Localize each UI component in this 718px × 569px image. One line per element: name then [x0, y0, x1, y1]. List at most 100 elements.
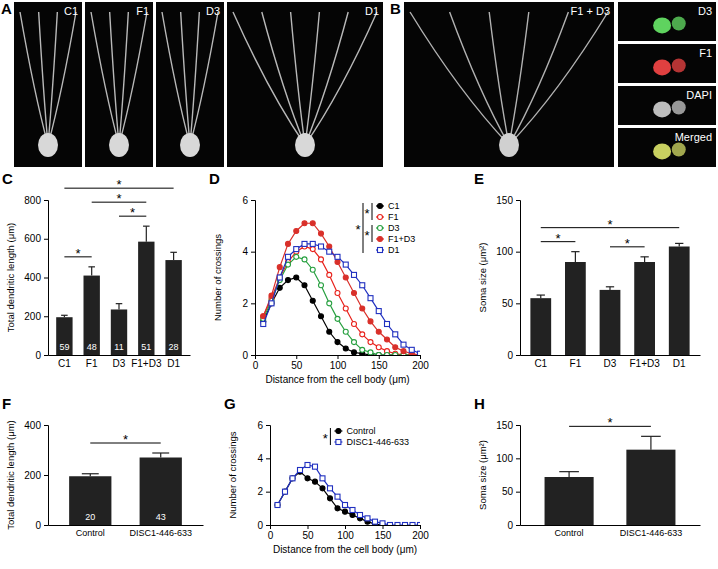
marker — [335, 494, 340, 499]
tick-label: F1+D3 — [131, 358, 162, 369]
significance-label: * — [116, 191, 121, 206]
legend-marker — [378, 226, 383, 231]
line — [263, 278, 420, 356]
tick-mark — [338, 355, 339, 359]
marker — [319, 231, 324, 236]
chart: 050100150C1F1D3F1+D3D1***ESoma size (μm²… — [474, 170, 701, 369]
decoration — [653, 101, 671, 117]
marker — [343, 509, 348, 514]
marker — [327, 244, 332, 249]
marker — [335, 340, 340, 345]
error-bar-stem — [160, 453, 161, 458]
marker — [269, 301, 274, 306]
tick-label: 0 — [253, 360, 259, 371]
decoration — [653, 17, 671, 33]
significance-bracket — [363, 203, 364, 253]
tick-mark — [266, 458, 270, 459]
plot-area — [545, 436, 676, 525]
significance-bracket — [330, 428, 331, 445]
marker — [319, 244, 324, 249]
marker — [327, 249, 332, 254]
panel-letter: A — [1, 0, 12, 17]
decoration — [91, 12, 119, 145]
panel-letter: H — [474, 395, 485, 412]
tick-label: 200 — [412, 360, 429, 371]
tick: 6 — [257, 420, 270, 431]
marker — [294, 229, 299, 234]
tick-label: 6 — [257, 420, 263, 431]
tick-mark — [516, 200, 520, 201]
tick-mark — [251, 252, 255, 253]
bar — [669, 247, 690, 356]
significance-bracket — [372, 203, 373, 220]
tick-label: 100 — [496, 246, 513, 257]
marker — [294, 254, 299, 259]
axis: ControlDISC1-446-633 — [49, 525, 204, 538]
decoration — [672, 142, 686, 156]
tick: 0 — [257, 520, 270, 531]
error-bar-cap — [641, 436, 661, 437]
tick-mark — [270, 525, 271, 529]
tick-label: 0 — [242, 350, 248, 361]
axis-line — [49, 355, 191, 356]
marker — [310, 221, 315, 226]
bar — [545, 477, 594, 525]
marker — [343, 262, 348, 267]
image-panel: C1 — [14, 2, 82, 167]
image-panel: DAPI — [618, 86, 716, 125]
marker — [327, 329, 332, 334]
error-bar — [88, 267, 95, 276]
marker — [283, 489, 288, 494]
tick: 400 — [24, 420, 48, 431]
marker — [320, 476, 325, 481]
image-label: F1 — [699, 47, 712, 59]
tick: 0 — [35, 520, 48, 531]
error-bar-cap — [170, 252, 177, 253]
decoration — [509, 12, 608, 145]
tick-mark — [379, 355, 380, 359]
marker — [290, 476, 295, 481]
decoration — [181, 12, 190, 145]
marker — [298, 468, 303, 473]
marker — [313, 479, 318, 484]
marker — [418, 351, 421, 355]
tick: 600 — [24, 233, 48, 244]
panel-letter: C — [2, 170, 13, 187]
marker — [352, 322, 357, 327]
marker — [350, 508, 355, 513]
axis: C1F1D3F1+D3D1 — [521, 355, 701, 369]
axis: 050100150 — [496, 420, 520, 531]
significance-label: * — [355, 222, 360, 237]
decoration — [672, 100, 686, 114]
marker — [385, 353, 390, 356]
marker — [395, 523, 400, 526]
chart: 050100150ControlDISC1-446-633*HSoma size… — [474, 395, 701, 538]
tick-label: 800 — [24, 195, 41, 206]
significance-label: * — [625, 236, 630, 251]
marker — [328, 496, 333, 501]
bar — [140, 458, 182, 526]
tick-label: Control — [555, 528, 584, 538]
marker — [376, 345, 381, 350]
marker — [277, 275, 282, 280]
image-panel: D3 — [156, 2, 224, 167]
marker — [352, 350, 357, 355]
line — [263, 247, 420, 356]
decoration — [20, 12, 48, 145]
tick-mark — [420, 525, 421, 529]
marker — [302, 283, 307, 288]
tick: 100 — [330, 355, 347, 371]
bar — [600, 290, 621, 355]
tick-label: 50 — [502, 486, 514, 497]
marker — [305, 463, 310, 468]
axis-line — [271, 526, 421, 530]
tick-mark — [44, 525, 48, 526]
legend-marker — [336, 429, 341, 434]
error-bar-cap — [152, 452, 169, 453]
marker — [368, 350, 373, 355]
image-background — [404, 2, 614, 167]
legend: ControlDISC1-446-633 — [334, 426, 409, 447]
marker — [319, 314, 324, 319]
decoration — [489, 12, 509, 145]
bar — [565, 262, 586, 355]
